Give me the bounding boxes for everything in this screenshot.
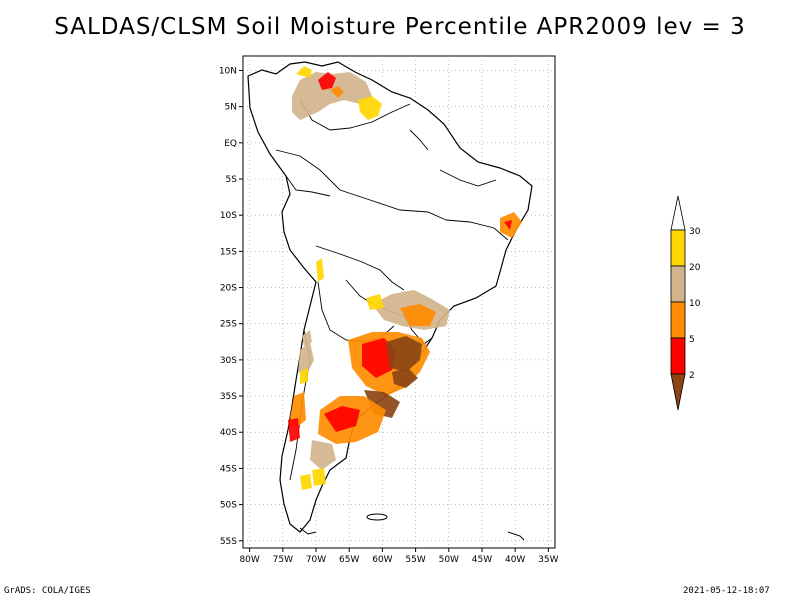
lat-tick-label: 10S xyxy=(220,211,237,221)
legend-label: 20 xyxy=(689,263,701,273)
tierra-del-fuego-coast xyxy=(299,527,317,535)
legend-swatch xyxy=(670,301,686,339)
lon-tick-label: 55W xyxy=(405,555,425,565)
lon-tick-label: 75W xyxy=(273,555,293,565)
shaded-region xyxy=(298,342,314,376)
shaded-region xyxy=(392,368,418,388)
lon-tick-label: 70W xyxy=(306,555,326,565)
legend-swatch xyxy=(670,337,686,375)
lat-tick-label: 5S xyxy=(226,175,238,185)
footer-timestamp: 2021-05-12-18:07 xyxy=(683,586,770,596)
legend-label: 5 xyxy=(689,335,695,345)
legend-colorbar: 2 5 10 20 30 xyxy=(670,195,701,411)
shaded-region xyxy=(366,294,384,310)
lon-tick-label: 60W xyxy=(372,555,392,565)
lat-tick-label: 45S xyxy=(220,464,237,474)
lat-tick-label: EQ xyxy=(224,139,237,149)
legend-label: 10 xyxy=(689,299,701,309)
lon-tick-label: 80W xyxy=(239,555,259,565)
lat-tick-label: 55S xyxy=(220,537,237,547)
map-frame xyxy=(242,55,556,549)
lon-tick-label: 35W xyxy=(538,555,558,565)
map-title: SALDAS/CLSM Soil Moisture Percentile APR… xyxy=(54,14,746,40)
legend-swatch xyxy=(670,265,686,303)
shaded-region xyxy=(300,368,308,384)
lat-tick-label: 35S xyxy=(220,392,237,402)
shaded-region xyxy=(358,96,382,120)
longitude-labels: 80W 75W 70W 65W 60W 55W 50W 45W 40W 35W xyxy=(239,548,559,565)
shaded-region xyxy=(316,258,324,282)
shaded-region xyxy=(288,418,300,442)
shaded-region xyxy=(318,72,336,90)
shaded-region xyxy=(400,304,436,326)
legend-label: 2 xyxy=(689,371,695,381)
shaded-region xyxy=(330,86,344,98)
lat-tick-label: 40S xyxy=(220,428,237,438)
shaded-region xyxy=(302,330,312,346)
legend-swatch xyxy=(670,229,686,267)
shaded-region xyxy=(312,468,326,486)
falkland-islands xyxy=(366,513,388,521)
legend-top-arrow xyxy=(670,195,686,231)
shaded-region xyxy=(300,474,312,490)
lat-tick-label: 10N xyxy=(219,66,237,76)
legend-bottom-arrow xyxy=(670,373,686,411)
shaded-region xyxy=(504,220,512,230)
lat-tick-label: 50S xyxy=(220,501,237,511)
shaded-region xyxy=(324,406,360,432)
lon-tick-label: 45W xyxy=(472,555,492,565)
latitude-labels: 10N 5N EQ 5S 10S 15S 20S 25S 30S 35S 40S 45S 50S 55S xyxy=(219,66,243,547)
shaded-region xyxy=(310,440,336,470)
south-georgia-coast xyxy=(507,531,525,541)
legend-label: 30 xyxy=(689,227,701,237)
lon-tick-label: 65W xyxy=(339,555,359,565)
lat-tick-label: 20S xyxy=(220,284,237,294)
lat-tick-label: 30S xyxy=(220,356,237,366)
lat-tick-label: 25S xyxy=(220,320,237,330)
lon-tick-label: 50W xyxy=(439,555,459,565)
shaded-region xyxy=(386,336,422,372)
lon-tick-label: 40W xyxy=(505,555,525,565)
shaded-region xyxy=(292,72,372,120)
footer-grads-credit: GrADS: COLA/IGES xyxy=(4,586,91,596)
lat-tick-label: 5N xyxy=(225,103,237,113)
shaded-region xyxy=(296,66,312,78)
percentile-shading xyxy=(288,66,522,490)
lat-tick-label: 15S xyxy=(220,247,237,257)
